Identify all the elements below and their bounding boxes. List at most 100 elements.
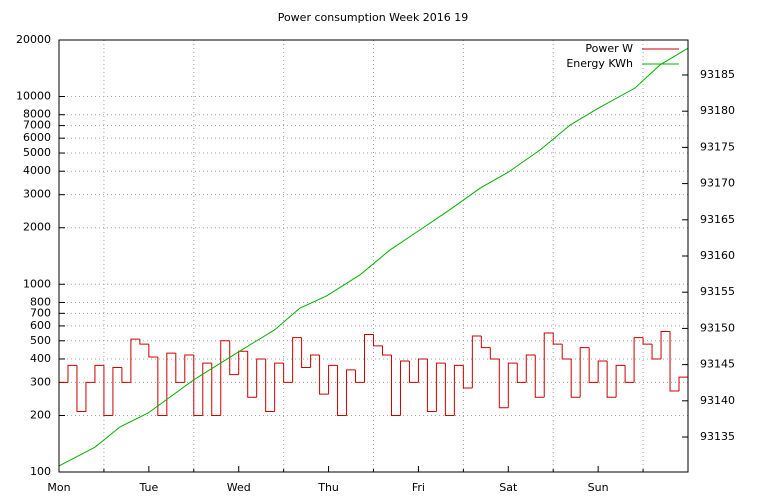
power-step	[229, 340, 239, 376]
power-step	[570, 358, 581, 398]
y-tick-label: 100	[30, 465, 51, 478]
power-step	[157, 356, 167, 416]
power-step	[525, 354, 536, 383]
y-tick-label: 5000	[23, 146, 51, 159]
power-step	[381, 345, 392, 356]
power-step	[642, 337, 653, 345]
power-step	[355, 369, 365, 383]
y2-tick-label: 93185	[700, 68, 735, 81]
x-tick-label: Tue	[138, 481, 158, 494]
y2-tick-label: 93175	[700, 140, 735, 153]
power-step	[453, 364, 464, 416]
x-tick-label: Mon	[47, 481, 70, 494]
y2-tick-label: 93135	[700, 430, 735, 443]
power-step	[597, 360, 608, 383]
power-step	[660, 331, 671, 359]
power-step	[408, 361, 419, 383]
y-tick-label: 20000	[16, 33, 51, 46]
y2-tick-label: 93150	[700, 321, 735, 334]
power-step	[651, 344, 662, 360]
y2-tick-label: 93155	[700, 285, 735, 298]
y-tick-label: 10000	[16, 90, 51, 103]
power-step	[435, 362, 446, 412]
legend-label: Energy KWh	[566, 57, 633, 70]
power-step	[166, 352, 176, 416]
x-tick-label: Thu	[317, 481, 339, 494]
energy-line	[58, 47, 689, 467]
power-step	[94, 364, 104, 383]
y-tick-label: 700	[30, 306, 51, 319]
y-tick-label: 6000	[23, 131, 51, 144]
plot-frame	[58, 39, 689, 473]
y2-tick-label: 93170	[700, 177, 735, 190]
power-step	[390, 354, 401, 416]
power-step	[328, 364, 338, 395]
power-step	[211, 363, 221, 416]
power-step	[426, 358, 437, 413]
power-step	[471, 335, 482, 389]
power-step	[274, 362, 284, 412]
power-step	[633, 337, 644, 383]
power-step	[588, 347, 599, 383]
power-step	[121, 367, 131, 383]
power-step	[579, 347, 590, 398]
power-step	[480, 336, 491, 349]
power-step	[516, 363, 527, 383]
y-tick-label: 800	[30, 295, 51, 308]
y-tick-label: 7000	[23, 119, 51, 132]
power-step	[319, 354, 329, 395]
y-tick-label: 500	[30, 334, 51, 347]
power-step	[498, 358, 509, 409]
power-step	[534, 354, 545, 398]
power-step	[669, 331, 680, 392]
y-tick-label: 400	[30, 352, 51, 365]
power-step	[417, 358, 428, 383]
y2-tick-label: 93140	[700, 394, 735, 407]
power-step	[444, 363, 455, 416]
power-step	[292, 337, 302, 383]
power-step	[346, 369, 356, 416]
power-step	[220, 340, 230, 416]
power-step	[678, 376, 688, 392]
power-step	[193, 354, 203, 416]
power-step	[561, 344, 572, 360]
y2-tick-label: 93165	[700, 213, 735, 226]
y-tick-label: 600	[30, 319, 51, 332]
power-step	[301, 337, 311, 369]
y-tick-label: 300	[30, 375, 51, 388]
power-step	[202, 362, 212, 416]
legend-label: Power W	[585, 42, 633, 55]
y2-tick-label: 93180	[700, 104, 735, 117]
chart-title: Power consumption Week 2016 19	[278, 11, 469, 24]
power-step	[130, 338, 140, 383]
x-tick-label: Wed	[227, 481, 251, 494]
power-step	[112, 367, 122, 416]
power-step	[552, 333, 563, 345]
power-step	[247, 351, 257, 398]
power-step	[507, 362, 518, 408]
power-step	[624, 365, 635, 383]
power-step	[184, 354, 194, 383]
power-step	[543, 332, 554, 398]
power-step	[175, 353, 185, 383]
power-step	[139, 339, 149, 345]
power-step	[606, 361, 617, 398]
power-step	[615, 364, 626, 398]
x-tick-label: Sat	[499, 481, 518, 494]
power-step	[364, 333, 374, 383]
y-tick-label: 200	[30, 408, 51, 421]
y-tick-label: 1000	[23, 277, 51, 290]
power-step	[85, 381, 95, 412]
power-step	[256, 358, 266, 398]
y-tick-label: 4000	[23, 164, 51, 177]
power-step	[310, 354, 320, 368]
y-tick-label: 8000	[23, 108, 51, 121]
power-step	[103, 365, 113, 416]
y2-tick-label: 93145	[700, 358, 735, 371]
power-step	[76, 365, 86, 413]
power-step	[373, 334, 383, 347]
power-step	[265, 358, 275, 413]
power-step	[489, 347, 500, 360]
